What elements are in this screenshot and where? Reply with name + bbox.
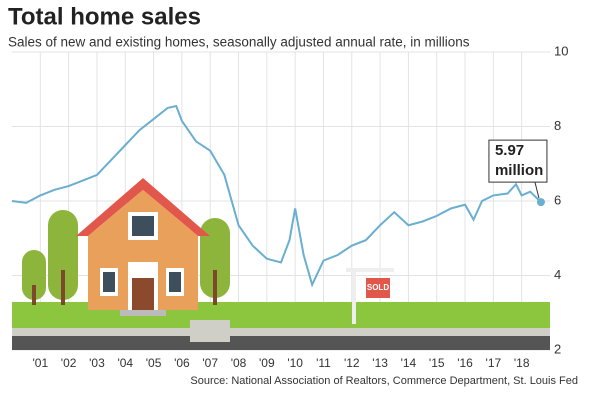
x-tick-label: '11 <box>316 356 331 370</box>
data-line <box>11 104 542 288</box>
x-tick-label: '15 <box>429 356 445 370</box>
y-tick-label: 2 <box>554 341 561 356</box>
x-tick-label: '16 <box>457 356 473 370</box>
x-tick-label: '18 <box>514 356 530 370</box>
x-tick-label: '05 <box>146 356 162 370</box>
annotation: 5.97 <box>495 142 524 159</box>
road <box>12 336 550 350</box>
x-tick-label: '04 <box>117 356 133 370</box>
x-tick-label: '14 <box>401 356 417 370</box>
chart-subtitle: Sales of new and existing homes, seasona… <box>8 35 470 50</box>
sign-text: SOLD <box>367 283 389 292</box>
sidewalk <box>12 328 550 336</box>
x-tick-label: '07 <box>202 356 218 370</box>
end-point <box>536 198 545 207</box>
chart-title: Total home sales <box>8 3 201 30</box>
x-tick-label: '03 <box>89 356 105 370</box>
y-tick-label: 6 <box>554 192 561 207</box>
x-tick-label: '06 <box>174 356 190 370</box>
x-tick-label: '10 <box>287 356 303 370</box>
y-tick-label: 4 <box>554 267 561 282</box>
source: Source: National Association of Realtors… <box>190 375 578 387</box>
x-tick-label: '01 <box>32 356 48 370</box>
x-tick-label: '13 <box>372 356 388 370</box>
y-tick-label: 10 <box>554 43 568 58</box>
annotation-box <box>488 139 548 183</box>
annotation-leader <box>534 181 540 199</box>
annotation: million <box>495 162 543 179</box>
x-tick-label: '09 <box>259 356 275 370</box>
y-tick-label: 8 <box>554 118 561 133</box>
house-illustration: SOLD <box>22 178 394 342</box>
x-tick-label: '17 <box>486 356 502 370</box>
x-tick-label: '12 <box>344 356 360 370</box>
x-tick-label: '08 <box>231 356 247 370</box>
x-tick-label: '02 <box>61 356 77 370</box>
